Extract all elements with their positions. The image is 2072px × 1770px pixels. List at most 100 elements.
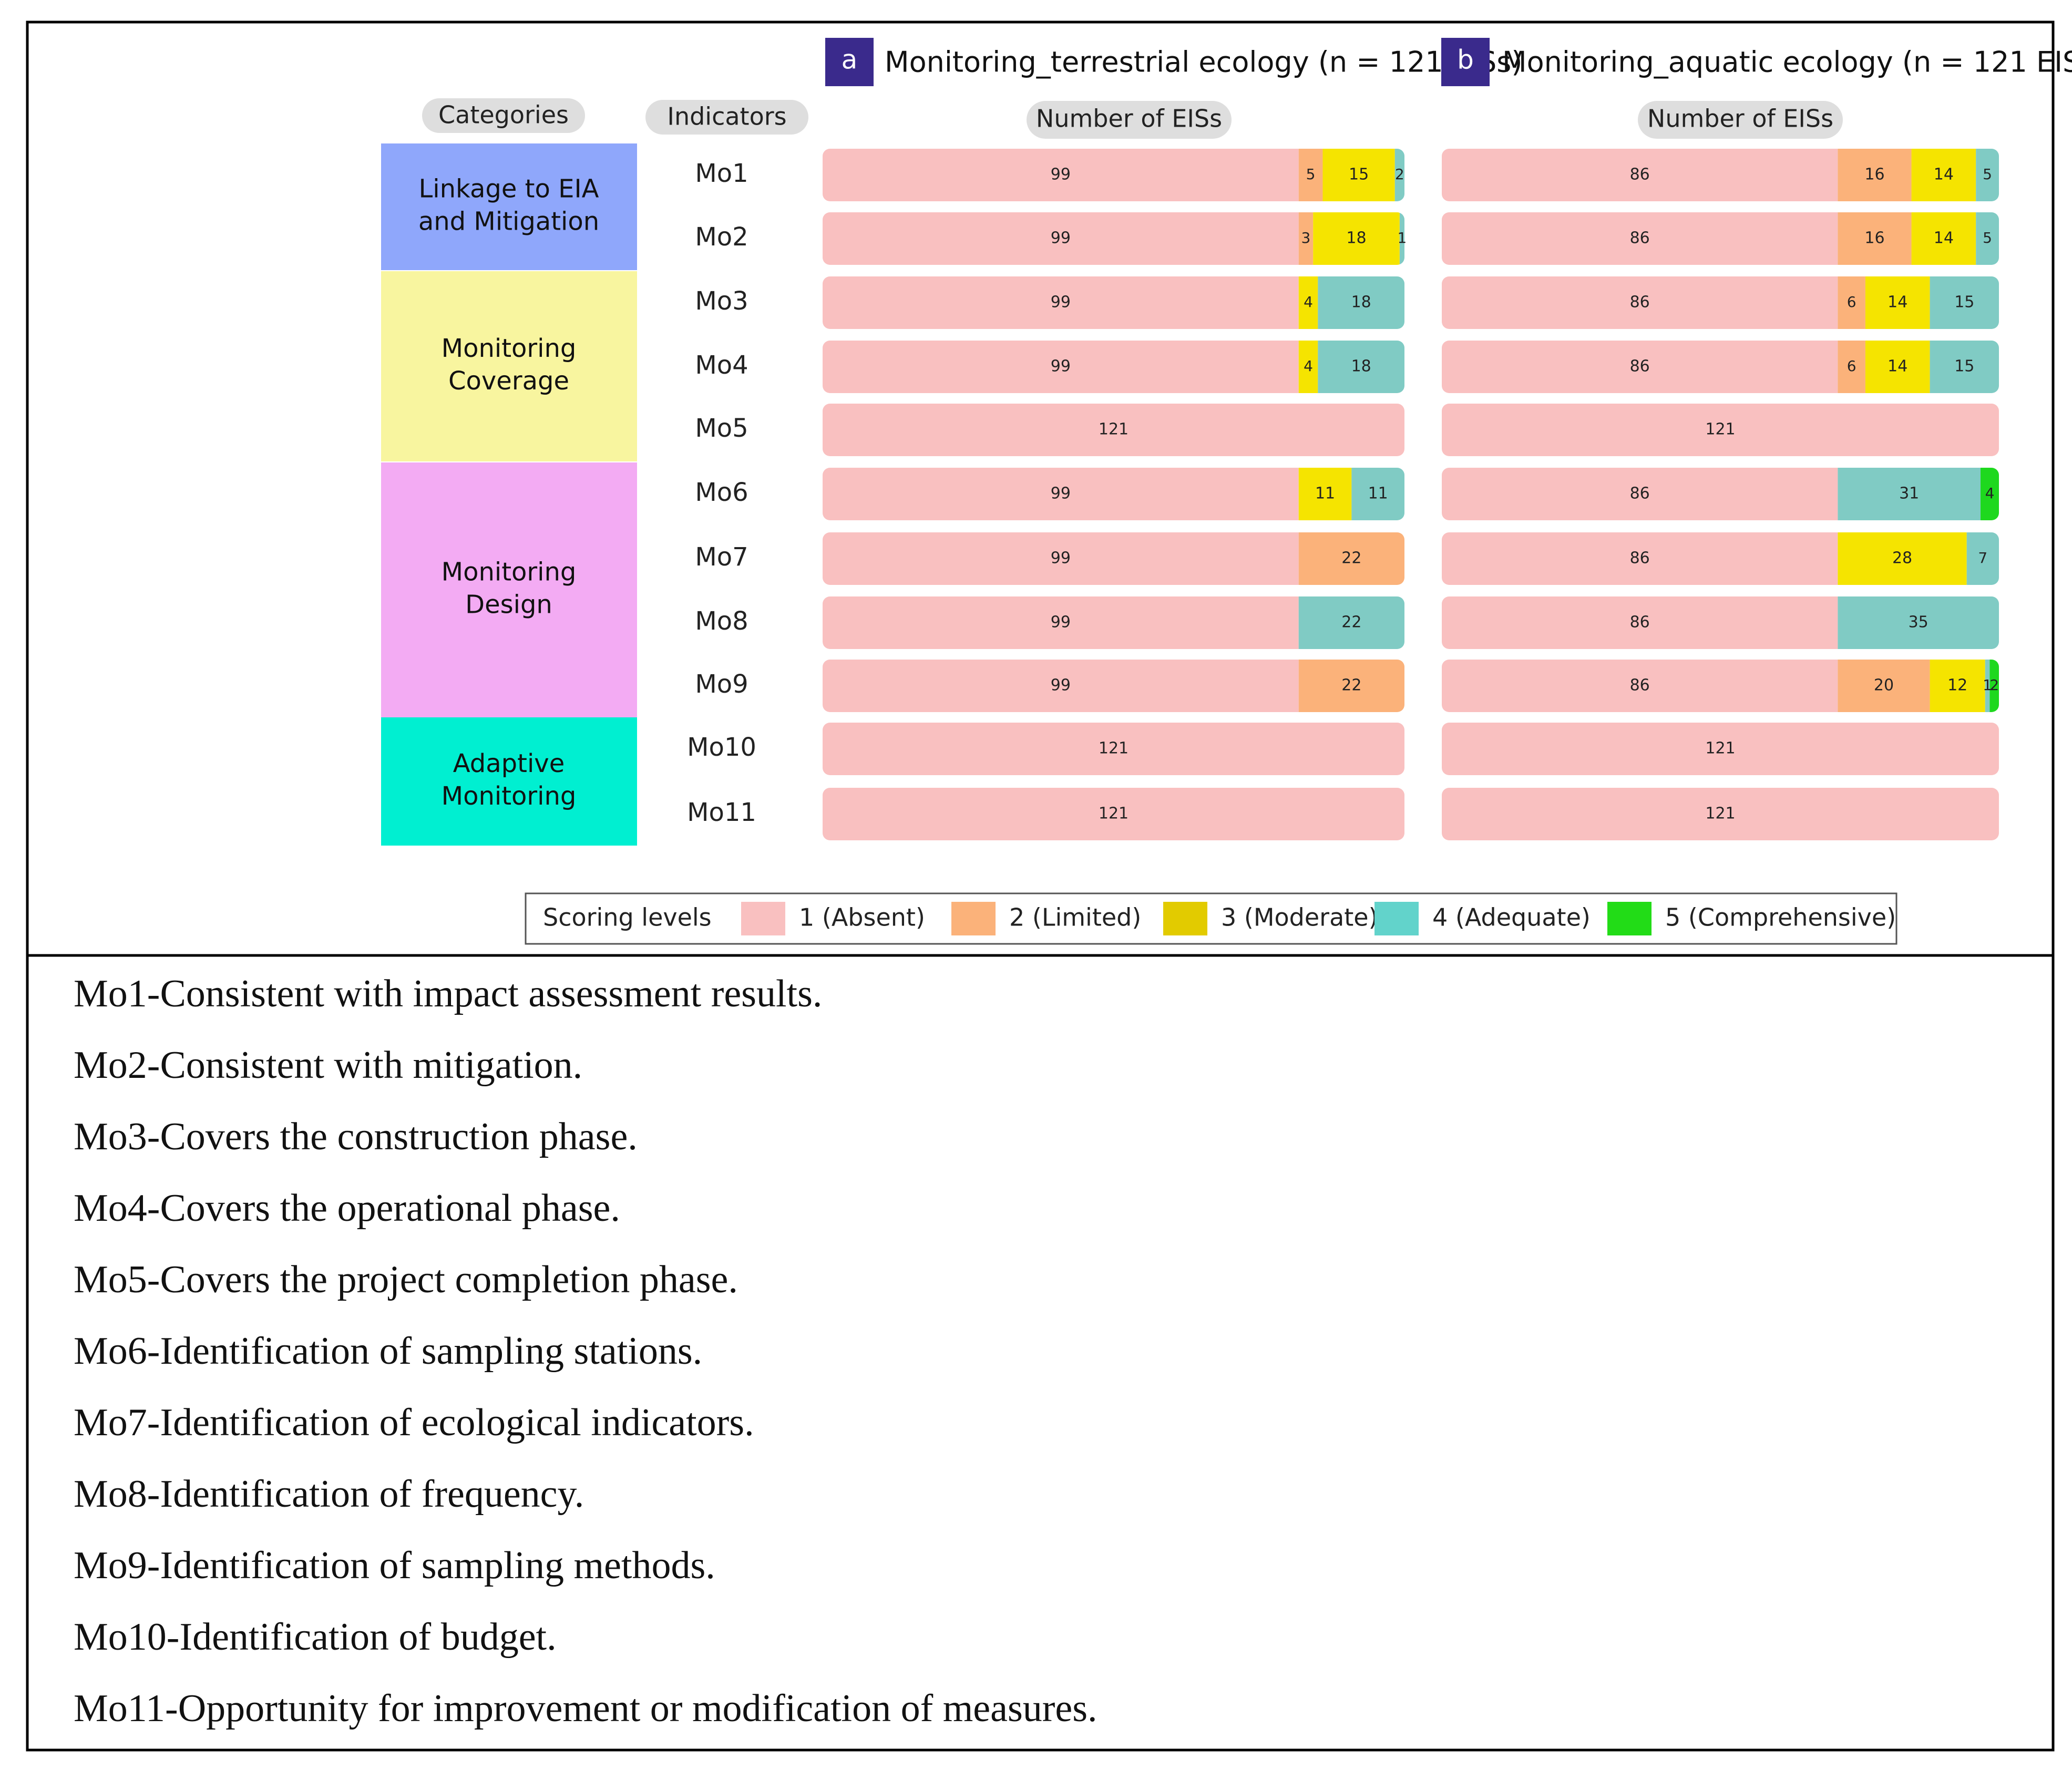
indicator-label: Mo1 xyxy=(695,159,748,188)
bar-value-label: 14 xyxy=(1888,293,1907,312)
bar-segment xyxy=(1298,532,1404,585)
legend-item-label: 4 (Adequate) xyxy=(1432,903,1591,932)
bar-value-label: 121 xyxy=(1099,739,1129,758)
categories-header-pill xyxy=(422,98,585,133)
bar-value-label: 14 xyxy=(1934,166,1954,184)
bar-segment xyxy=(823,149,1299,201)
bar-segment xyxy=(1298,660,1404,712)
bar-group xyxy=(1442,468,1999,520)
bar-value-label: 121 xyxy=(1099,420,1129,439)
bar-segment xyxy=(1976,149,1999,201)
bar-segment xyxy=(1442,212,1838,265)
bar-segment xyxy=(1442,276,1838,329)
bar-group xyxy=(823,341,1404,393)
bar-segment xyxy=(1930,341,1999,393)
bar-group xyxy=(1442,660,1999,712)
bar-segment xyxy=(1399,212,1404,265)
bar-segment xyxy=(1442,723,1999,775)
bar-segment xyxy=(1911,212,1976,265)
bar-segment xyxy=(1442,468,1838,520)
bar-value-label: 18 xyxy=(1351,293,1371,312)
legend-item-label: 1 (Absent) xyxy=(799,903,925,932)
bar-value-label: 7 xyxy=(1978,549,1987,567)
indicator-label: Mo8 xyxy=(695,606,748,636)
indicator-label: Mo5 xyxy=(695,414,748,443)
category-label: Monitoring xyxy=(442,558,577,587)
indicator-label: Mo10 xyxy=(687,733,756,762)
panel-letter-box xyxy=(825,38,874,86)
bar-value-label: 28 xyxy=(1892,549,1912,568)
bar-segment xyxy=(823,276,1299,329)
bar-segment xyxy=(823,788,1404,840)
category-label: Coverage xyxy=(448,366,569,396)
bar-segment xyxy=(1930,660,1985,712)
bar-value-label: 86 xyxy=(1630,613,1650,632)
indicator-label: Mo7 xyxy=(695,542,748,572)
xlabel-pill xyxy=(1638,101,1843,139)
bar-value-label: 16 xyxy=(1864,229,1884,248)
bar-value-label: 35 xyxy=(1909,613,1929,632)
bar-segment xyxy=(1442,404,1999,456)
bar-value-label: 86 xyxy=(1630,676,1650,695)
legend-title: Scoring levels xyxy=(543,903,712,932)
bar-value-label: 18 xyxy=(1346,229,1366,248)
bar-segment xyxy=(823,341,1299,393)
bar-segment xyxy=(1322,149,1395,201)
bar-value-label: 99 xyxy=(1051,229,1071,248)
bar-value-label: 86 xyxy=(1630,357,1650,376)
bar-value-label: 99 xyxy=(1051,613,1071,632)
bar-value-label: 99 xyxy=(1051,357,1071,376)
legend-swatch xyxy=(1163,902,1207,935)
bar-segment xyxy=(1298,212,1314,265)
category-label: Linkage to EIA xyxy=(419,174,599,204)
bar-segment xyxy=(1838,212,1912,265)
bar-value-label: 6 xyxy=(1847,293,1856,311)
category-label: Design xyxy=(465,590,552,620)
definition-line: Mo6-Identification of sampling stations. xyxy=(74,1330,702,1373)
bar-value-label: 5 xyxy=(1983,229,1992,246)
bar-group xyxy=(823,788,1404,840)
bar-segment xyxy=(823,404,1404,456)
bar-value-label: 121 xyxy=(1705,739,1735,758)
bar-value-label: 2 xyxy=(1989,676,1999,694)
bar-segment xyxy=(1318,341,1404,393)
definition-line: Mo7-Identification of ecological indicat… xyxy=(74,1401,754,1444)
bar-value-label: 22 xyxy=(1341,549,1361,568)
bar-segment xyxy=(1442,532,1838,585)
bar-group xyxy=(1442,341,1999,393)
bar-value-label: 1 xyxy=(1398,229,1407,246)
bar-value-label: 5 xyxy=(1983,166,1992,183)
bar-group xyxy=(823,212,1404,265)
bar-value-label: 121 xyxy=(1705,420,1735,439)
legend-swatch xyxy=(1607,902,1652,935)
category-block xyxy=(381,143,637,270)
bar-group xyxy=(1442,276,1999,329)
indicator-label: Mo6 xyxy=(695,478,748,507)
definition-line: Mo11-Opportunity for improvement or modi… xyxy=(74,1687,1097,1730)
x-axis-label: Number of EISs xyxy=(1036,105,1222,133)
bar-value-label: 18 xyxy=(1351,357,1371,376)
bar-value-label: 99 xyxy=(1051,549,1071,568)
bar-segment xyxy=(1298,341,1318,393)
bar-value-label: 5 xyxy=(1306,166,1316,183)
panel-letter: a xyxy=(842,45,858,75)
definition-line: Mo9-Identification of sampling methods. xyxy=(74,1544,715,1587)
bar-segment xyxy=(1313,212,1400,265)
bar-value-label: 3 xyxy=(1301,229,1311,246)
bar-segment xyxy=(1838,149,1912,201)
bar-group xyxy=(823,404,1404,456)
bar-group xyxy=(823,468,1404,520)
bar-value-label: 22 xyxy=(1341,676,1361,695)
bar-segment xyxy=(1911,149,1976,201)
bar-value-label: 20 xyxy=(1874,676,1894,695)
bar-segment xyxy=(1930,276,1999,329)
bar-value-label: 12 xyxy=(1947,676,1967,695)
bar-value-label: 15 xyxy=(1349,166,1369,184)
bar-value-label: 4 xyxy=(1304,357,1313,375)
category-label: Monitoring xyxy=(442,781,577,811)
xlabel-pill xyxy=(1027,101,1232,139)
bar-segment xyxy=(1394,149,1404,201)
bar-segment xyxy=(823,660,1299,712)
bar-value-label: 121 xyxy=(1099,805,1129,823)
